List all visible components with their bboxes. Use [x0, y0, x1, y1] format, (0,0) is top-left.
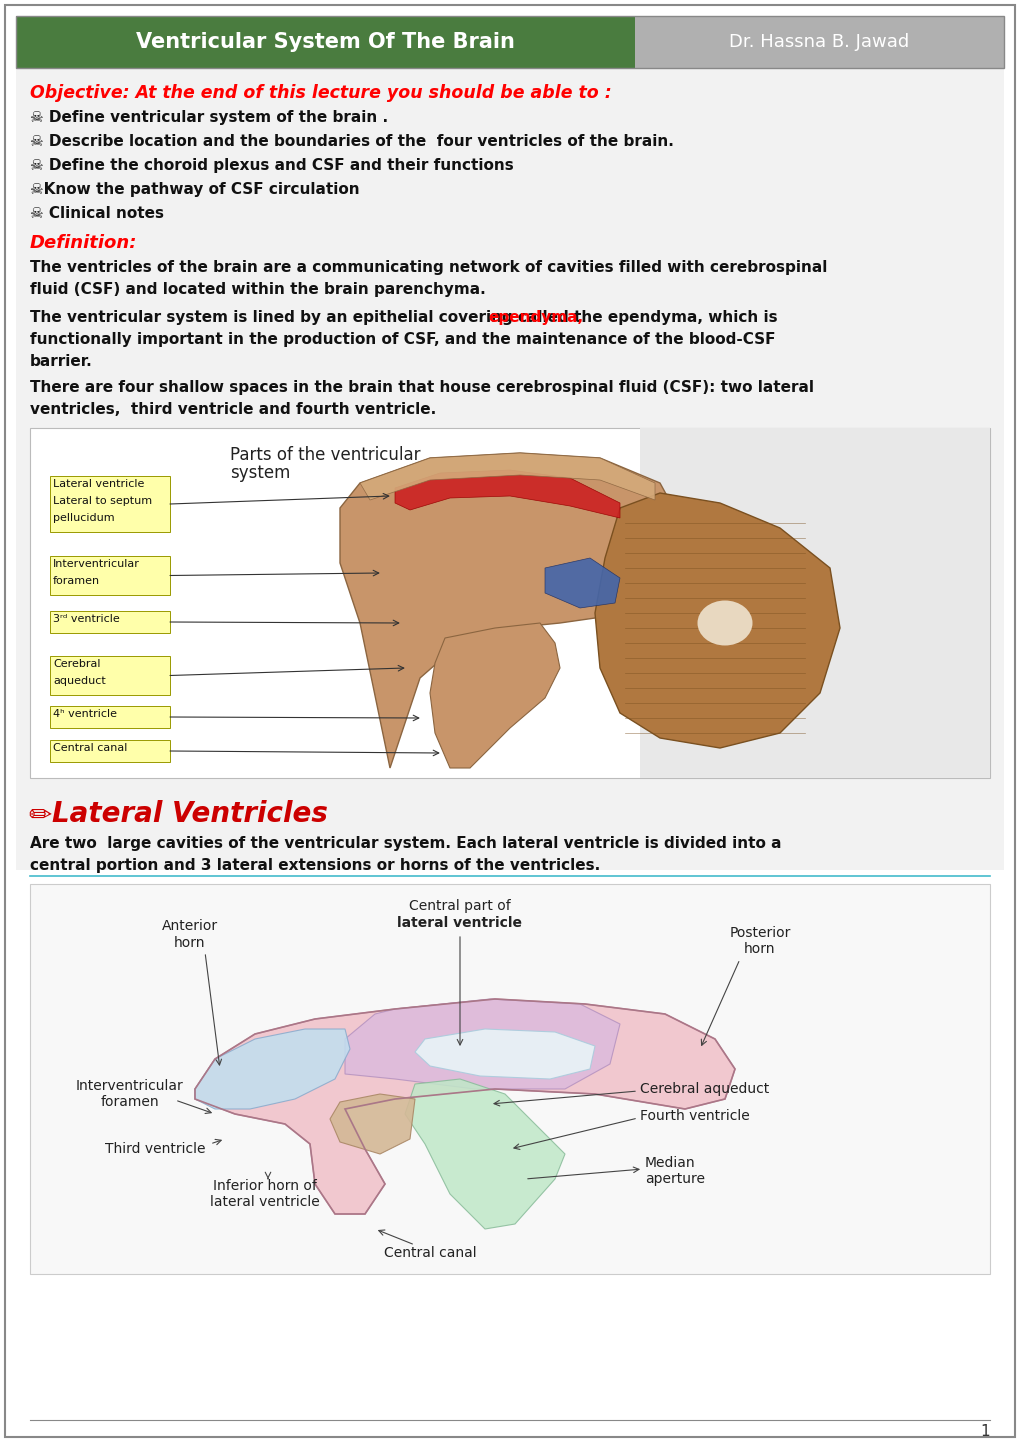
Polygon shape — [360, 453, 654, 500]
Text: ☠ Describe location and the boundaries of the  four ventricles of the brain.: ☠ Describe location and the boundaries o… — [30, 134, 674, 149]
Bar — [50, 656, 170, 695]
Polygon shape — [544, 558, 620, 609]
Text: Ventricular System Of The Brain: Ventricular System Of The Brain — [136, 32, 515, 52]
Text: ventricles,  third ventricle and fourth ventricle.: ventricles, third ventricle and fourth v… — [30, 402, 436, 417]
Text: Cerebral: Cerebral — [53, 659, 101, 669]
Text: Parts of the ventricular: Parts of the ventricular — [229, 446, 420, 464]
Bar — [50, 707, 170, 728]
Text: Cerebral aqueduct: Cerebral aqueduct — [639, 1082, 768, 1096]
Bar — [16, 68, 1003, 870]
Bar — [30, 428, 989, 779]
Text: ✏: ✏ — [28, 802, 51, 831]
Text: ☠ Clinical notes: ☠ Clinical notes — [30, 206, 164, 221]
Text: Objective: At the end of this lecture you should be able to :: Objective: At the end of this lecture yo… — [30, 84, 611, 102]
Text: lateral ventricle: lateral ventricle — [210, 1195, 320, 1208]
Text: horn: horn — [174, 936, 206, 950]
Text: Median: Median — [644, 1156, 695, 1169]
Text: Fourth ventricle: Fourth ventricle — [639, 1109, 749, 1123]
Polygon shape — [195, 1030, 350, 1109]
Polygon shape — [344, 999, 620, 1089]
Ellipse shape — [697, 600, 752, 646]
Text: functionally important in the production of CSF, and the maintenance of the bloo: functionally important in the production… — [30, 332, 774, 348]
Bar — [50, 611, 170, 633]
Bar — [30, 884, 989, 1273]
Text: Lateral to septum: Lateral to septum — [53, 496, 152, 506]
Text: Central canal: Central canal — [383, 1246, 476, 1260]
Text: Central canal: Central canal — [53, 743, 127, 753]
Text: There are four shallow spaces in the brain that house cerebrospinal fluid (CSF):: There are four shallow spaces in the bra… — [30, 381, 813, 395]
Text: Anterior: Anterior — [162, 919, 218, 933]
Bar — [16, 16, 635, 68]
Text: Are two  large cavities of the ventricular system. Each lateral ventricle is div: Are two large cavities of the ventricula… — [30, 836, 781, 851]
Text: aqueduct: aqueduct — [53, 676, 106, 686]
Polygon shape — [430, 623, 559, 769]
Text: Central part of: Central part of — [409, 898, 511, 913]
Text: Lateral ventricle: Lateral ventricle — [53, 479, 145, 489]
Text: lateral ventricle: lateral ventricle — [397, 916, 522, 930]
Bar — [16, 16, 1003, 68]
Polygon shape — [339, 453, 689, 769]
Text: Definition:: Definition: — [30, 234, 138, 252]
Bar — [639, 428, 989, 779]
Polygon shape — [394, 470, 620, 518]
Polygon shape — [594, 493, 840, 748]
Text: The ventricles of the brain are a communicating network of cavities filled with : The ventricles of the brain are a commun… — [30, 260, 826, 275]
Polygon shape — [330, 1094, 415, 1154]
Text: foramen: foramen — [53, 575, 100, 585]
Text: Dr. Hassna B. Jawad: Dr. Hassna B. Jawad — [729, 33, 909, 50]
Polygon shape — [195, 999, 735, 1214]
Polygon shape — [415, 1030, 594, 1079]
Text: 3ʳᵈ ventricle: 3ʳᵈ ventricle — [53, 614, 119, 624]
Text: The ventricular system is lined by an epithelial covering called the ependyma, w: The ventricular system is lined by an ep… — [30, 310, 776, 324]
Text: Third ventricle: Third ventricle — [105, 1142, 205, 1156]
Text: fluid (CSF) and located within the brain parenchyma.: fluid (CSF) and located within the brain… — [30, 283, 485, 297]
Text: foramen: foramen — [101, 1094, 159, 1109]
Text: system: system — [229, 464, 290, 482]
Text: 4ʰ ventricle: 4ʰ ventricle — [53, 709, 117, 720]
Text: central portion and 3 lateral extensions or horns of the ventricles.: central portion and 3 lateral extensions… — [30, 858, 599, 872]
Bar — [50, 476, 170, 532]
Text: pellucidum: pellucidum — [53, 513, 114, 523]
Bar — [50, 740, 170, 761]
Text: ☠ Define ventricular system of the brain .: ☠ Define ventricular system of the brain… — [30, 110, 388, 125]
Text: ☠Know the pathway of CSF circulation: ☠Know the pathway of CSF circulation — [30, 182, 360, 198]
Text: aperture: aperture — [644, 1172, 704, 1185]
Text: barrier.: barrier. — [30, 353, 93, 369]
Text: Interventricular: Interventricular — [76, 1079, 183, 1093]
Bar — [50, 557, 170, 596]
Text: Interventricular: Interventricular — [53, 559, 140, 570]
Text: horn: horn — [744, 942, 775, 956]
Text: ependyma,: ependyma, — [488, 310, 584, 324]
Text: 1: 1 — [979, 1425, 989, 1439]
Polygon shape — [405, 1079, 565, 1229]
Text: Lateral Ventricles: Lateral Ventricles — [52, 800, 327, 828]
Text: Inferior horn of: Inferior horn of — [213, 1180, 317, 1193]
Bar — [635, 16, 1003, 68]
Text: Posterior: Posterior — [729, 926, 790, 940]
Text: ☠ Define the choroid plexus and CSF and their functions: ☠ Define the choroid plexus and CSF and … — [30, 159, 514, 173]
